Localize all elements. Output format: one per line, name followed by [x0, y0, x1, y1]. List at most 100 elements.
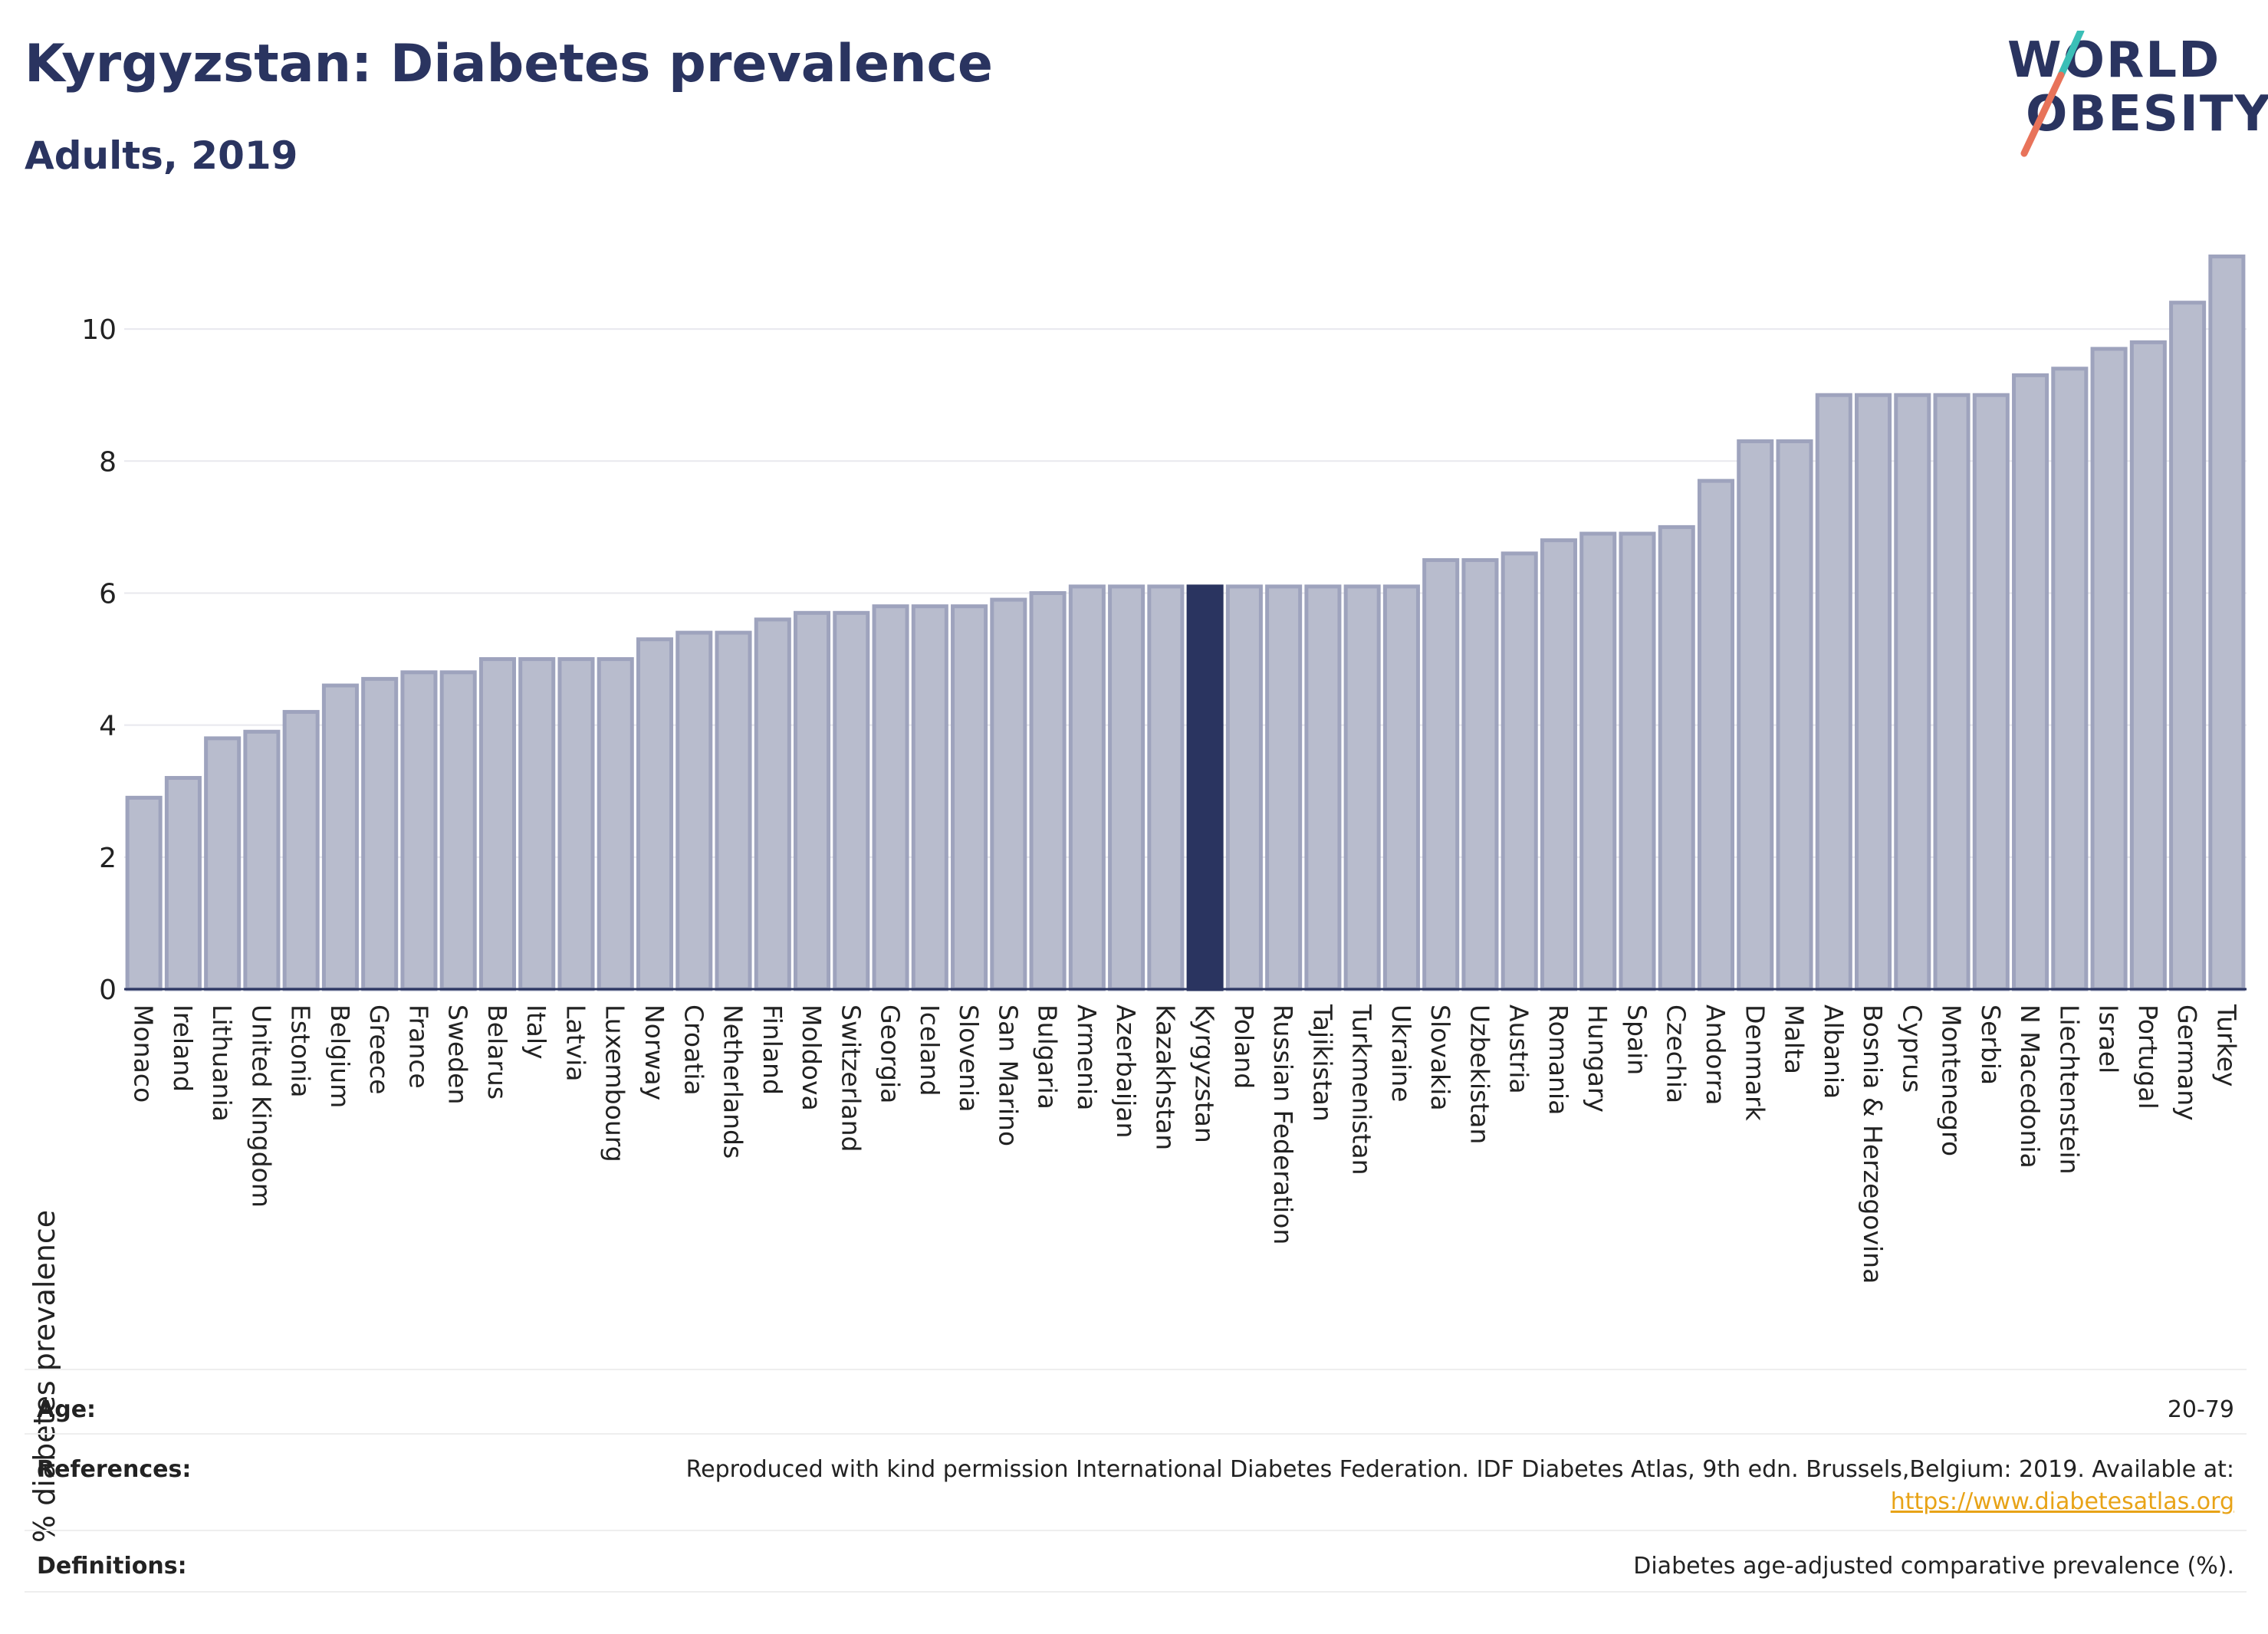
y-tick-labels: 0 2 4 6 8 10	[81, 314, 117, 1006]
x-tick-label: Luxembourg	[600, 1004, 630, 1162]
x-tick-label: Uzbekistan	[1464, 1004, 1494, 1144]
bar	[164, 776, 202, 991]
x-tick-labels: Monaco Ireland Lithuania United Kingdom Esto…	[129, 1004, 2242, 1284]
y-tick-label: 8	[99, 446, 117, 478]
x-tick-label: Greece	[364, 1004, 394, 1094]
bar	[911, 604, 948, 991]
bar	[1500, 551, 1538, 991]
x-tick-label: Spain	[1622, 1004, 1652, 1075]
bar	[282, 709, 320, 991]
bar	[1304, 584, 1342, 991]
x-tick-label: Malta	[1780, 1004, 1809, 1074]
x-tick-label: Germany	[2172, 1004, 2202, 1121]
x-tick-label: Liechtenstein	[2054, 1004, 2084, 1175]
x-tick-label: Moldova	[797, 1004, 827, 1111]
x-tick-label: Hungary	[1583, 1004, 1612, 1113]
x-tick-label: Iceland	[915, 1004, 945, 1096]
x-tick-label: Bulgaria	[1033, 1004, 1063, 1110]
bar	[1422, 557, 1460, 991]
age-label: Age:	[37, 1396, 97, 1423]
x-tick-label: Turkey	[2211, 1004, 2241, 1087]
x-tick-label: Turkmenistan	[1347, 1004, 1377, 1175]
bar	[1855, 393, 1892, 991]
x-tick-label: Bosnia & Herzegovina	[1858, 1004, 1888, 1284]
x-tick-label: Estonia	[286, 1004, 316, 1097]
bar	[675, 630, 713, 991]
bar	[557, 657, 595, 991]
bar	[125, 795, 163, 991]
logo-slash-icon	[2020, 31, 2085, 157]
x-tick-label: Cyprus	[1897, 1004, 1927, 1093]
x-tick-label: Czechia	[1662, 1004, 1691, 1103]
x-tick-label: Tajikistan	[1307, 1004, 1337, 1122]
y-tick-label: 0	[99, 975, 117, 1006]
divider	[25, 1530, 2247, 1531]
page-subtitle: Adults, 2019	[25, 133, 298, 178]
x-tick-label: Romania	[1543, 1004, 1573, 1115]
x-tick-label: Kazakhstan	[1150, 1004, 1180, 1150]
world-obesity-logo: WORLD OBESITY	[2001, 31, 2268, 161]
bar	[1737, 439, 1774, 991]
bar	[1658, 524, 1695, 991]
divider	[25, 1433, 2247, 1435]
bar	[2012, 373, 2049, 991]
x-tick-label: Denmark	[1740, 1004, 1770, 1122]
x-tick-label: Ukraine	[1386, 1004, 1416, 1102]
bar	[2051, 367, 2089, 991]
bar	[361, 676, 399, 991]
references-value: Reproduced with kind permission Internat…	[685, 1456, 2234, 1483]
divider	[25, 1591, 2247, 1593]
bar	[478, 657, 516, 991]
x-tick-label: Netherlands	[718, 1004, 748, 1159]
x-tick-label: Georgia	[876, 1004, 906, 1103]
bar-chart: 0 2 4 6 8 10 Monaco Ireland Lithuania United Kin…	[81, 254, 2247, 1284]
bar	[518, 657, 556, 991]
x-tick-label: Monaco	[129, 1004, 159, 1103]
y-tick-label: 4	[99, 711, 117, 742]
x-tick-label: Poland	[1229, 1004, 1259, 1089]
x-tick-label: Russian Federation	[1268, 1004, 1298, 1244]
x-tick-label: Norway	[639, 1004, 669, 1100]
bar	[636, 637, 674, 991]
references-link[interactable]: https://www.diabetesatlas.org	[1890, 1488, 2234, 1515]
bar	[321, 683, 359, 991]
x-tick-label: Lithuania	[207, 1004, 237, 1122]
y-tick-label: 6	[99, 578, 117, 610]
bar	[2208, 254, 2246, 991]
bar	[597, 657, 634, 991]
x-tick-label: Belarus	[482, 1004, 512, 1100]
page-title: Kyrgyzstan: Diabetes prevalence	[25, 34, 993, 94]
x-tick-label: Israel	[2094, 1004, 2124, 1073]
y-tick-label: 2	[99, 843, 117, 874]
bar-highlighted	[1186, 584, 1224, 991]
x-tick-label: Slovakia	[1425, 1004, 1455, 1111]
bar	[1265, 584, 1303, 991]
bar	[1776, 439, 1813, 991]
x-tick-label: Montenegro	[1937, 1004, 1967, 1156]
bar	[1972, 393, 2010, 991]
bar	[1343, 584, 1381, 991]
logo-line-2: OBESITY	[2026, 86, 2268, 143]
bar	[833, 610, 870, 991]
bar	[1815, 393, 1852, 991]
bar	[1619, 531, 1656, 991]
bar	[1108, 584, 1146, 991]
bar	[1933, 393, 1971, 991]
bar	[715, 630, 752, 991]
x-tick-label: Armenia	[1072, 1004, 1102, 1110]
bar	[1894, 393, 1931, 991]
x-tick-label: Andorra	[1701, 1004, 1731, 1105]
x-tick-label: San Marino	[993, 1004, 1023, 1146]
bar	[439, 670, 477, 991]
bar	[2090, 347, 2128, 991]
x-tick-label: Switzerland	[836, 1004, 866, 1152]
bar	[1540, 538, 1577, 991]
bar	[794, 610, 831, 991]
bar	[1147, 584, 1185, 991]
x-tick-label: Austria	[1504, 1004, 1534, 1094]
x-tick-label: Belgium	[325, 1004, 355, 1108]
grid-lines	[124, 328, 2247, 858]
bar	[1461, 557, 1499, 991]
logo-line-1: WORLD	[2007, 32, 2221, 89]
x-tick-label: Portugal	[2133, 1004, 2163, 1110]
